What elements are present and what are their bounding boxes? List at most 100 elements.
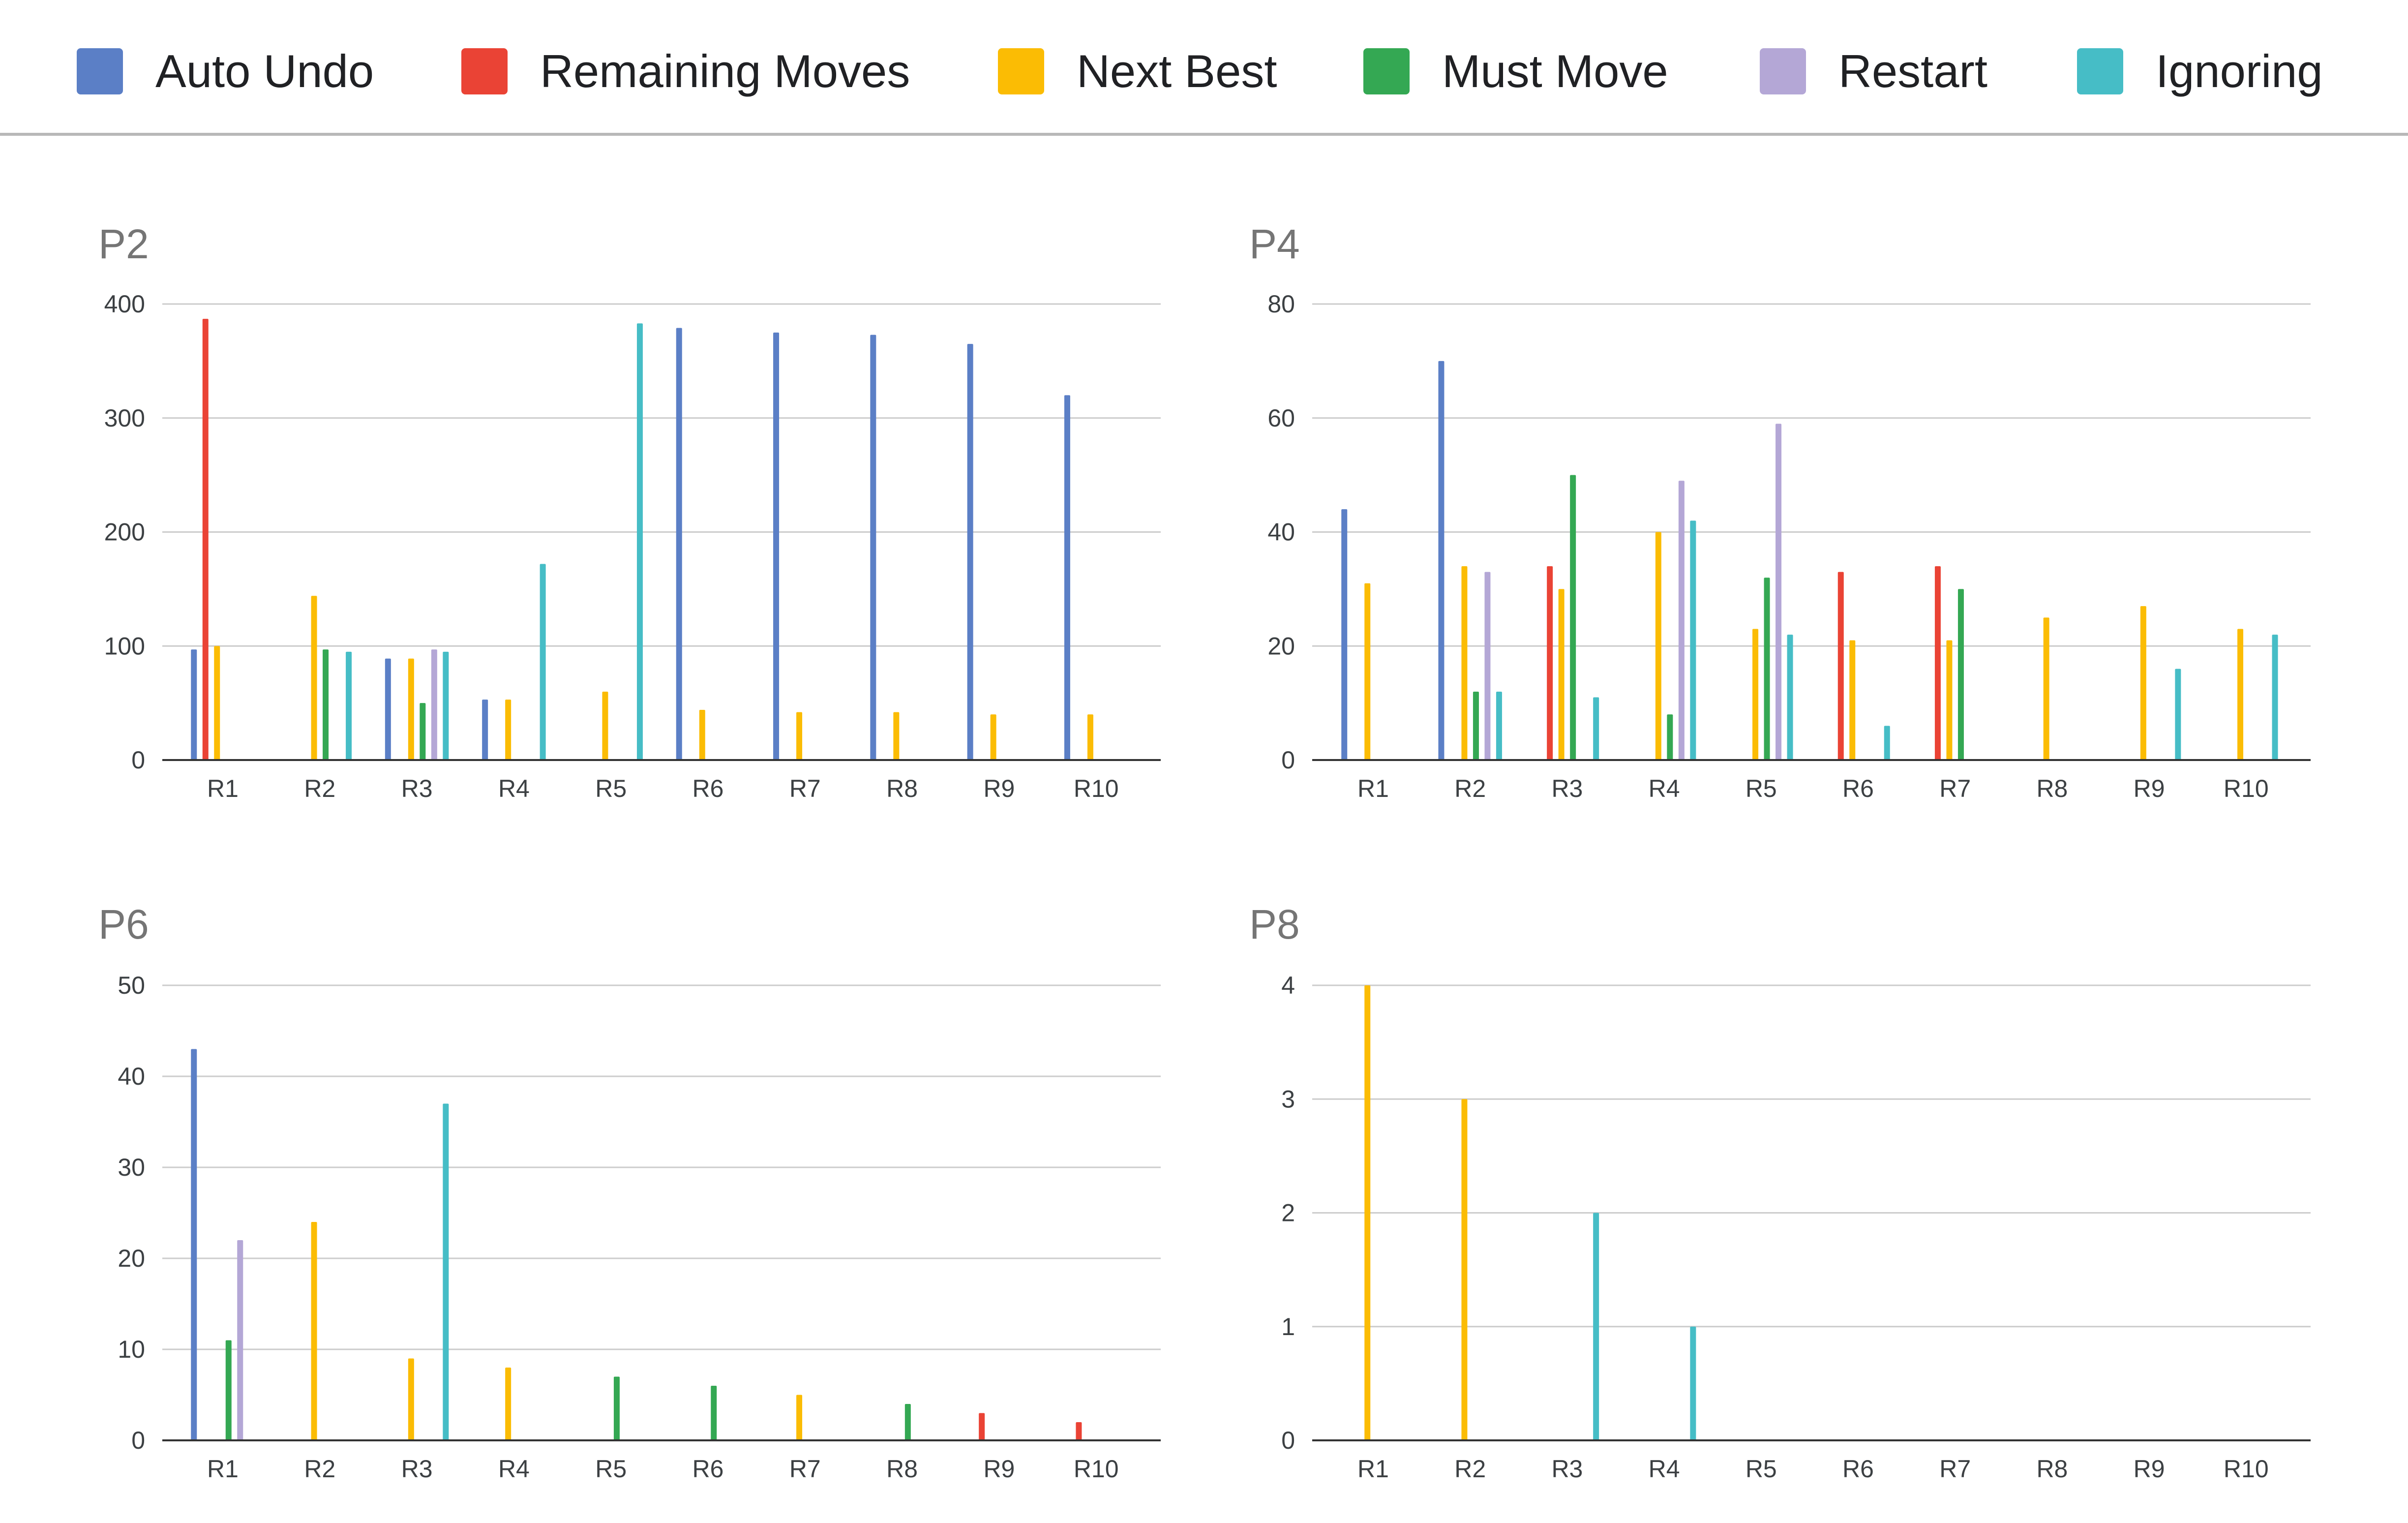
- bar-restart-r5: [1776, 424, 1782, 760]
- bar-next-best-r6: [1849, 640, 1856, 760]
- bar-must-move-r6: [711, 1386, 717, 1440]
- y-tick-label: 400: [104, 290, 145, 318]
- x-tick-label: R10: [1074, 775, 1119, 802]
- chart-title: P8: [1249, 901, 1300, 947]
- bar-next-best-r4: [505, 1368, 512, 1440]
- legend-label-remaining-moves: Remaining Moves: [540, 45, 910, 97]
- bar-ignoring-r10: [2272, 635, 2278, 760]
- bar-auto-undo-r1: [191, 1049, 197, 1440]
- y-tick-label: 40: [118, 1063, 145, 1090]
- bar-next-best-r1: [214, 646, 220, 760]
- bar-must-move-r8: [904, 1404, 911, 1440]
- legend-label-ignoring: Ignoring: [2156, 45, 2323, 97]
- x-tick-label: R4: [1649, 775, 1680, 802]
- bar-must-move-r5: [1764, 578, 1770, 760]
- bar-ignoring-r3: [443, 651, 449, 760]
- bar-next-best-r8: [2043, 617, 2049, 760]
- x-tick-label: R1: [1357, 1455, 1389, 1483]
- chart-title: P2: [98, 221, 149, 267]
- x-tick-label: R1: [207, 1455, 239, 1483]
- bar-next-best-r10: [2237, 629, 2244, 760]
- bar-ignoring-r3: [443, 1103, 449, 1440]
- bar-ignoring-r5: [636, 323, 643, 760]
- x-tick-label: R1: [207, 775, 239, 802]
- legend-item-next-best[interactable]: Next Best: [998, 44, 1277, 98]
- bar-next-best-r5: [602, 691, 608, 760]
- bar-next-best-r10: [1087, 714, 1093, 760]
- x-tick-label: R5: [1746, 775, 1777, 802]
- y-tick-label: 30: [118, 1154, 145, 1181]
- x-tick-label: R7: [1939, 1455, 1971, 1483]
- y-tick-label: 300: [104, 404, 145, 432]
- legend-item-auto-undo[interactable]: Auto Undo: [77, 44, 374, 98]
- y-tick-label: 200: [104, 518, 145, 546]
- x-tick-label: R10: [2224, 1455, 2269, 1483]
- x-tick-label: R3: [401, 775, 433, 802]
- bar-next-best-r1: [1364, 583, 1371, 760]
- x-tick-label: R8: [886, 1455, 918, 1483]
- bar-must-move-r3: [420, 703, 426, 760]
- x-tick-label: R8: [2036, 775, 2068, 802]
- legend-swatch-ignoring: [2077, 48, 2123, 94]
- x-tick-label: R3: [401, 1455, 433, 1483]
- y-tick-label: 2: [1281, 1199, 1295, 1227]
- bar-remaining-moves-r3: [1547, 566, 1553, 760]
- bar-next-best-r2: [311, 596, 317, 760]
- x-tick-label: R2: [304, 775, 335, 802]
- legend-label-auto-undo: Auto Undo: [155, 45, 374, 97]
- legend-item-must-move[interactable]: Must Move: [1363, 44, 1668, 98]
- legend-item-remaining-moves[interactable]: Remaining Moves: [461, 44, 910, 98]
- y-tick-label: 50: [118, 972, 145, 999]
- bar-ignoring-r4: [1690, 520, 1696, 760]
- bar-must-move-r2: [323, 649, 329, 760]
- x-tick-label: R2: [1454, 775, 1486, 802]
- x-tick-label: R9: [983, 775, 1015, 802]
- bar-remaining-moves-r1: [202, 319, 209, 760]
- bar-next-best-r4: [1655, 532, 1661, 760]
- bar-restart-r2: [1484, 572, 1491, 760]
- bar-next-best-r7: [796, 712, 803, 760]
- bar-next-best-r9: [990, 714, 996, 760]
- chart-panel-p6: P6 0 10 20 30 40 50 R1 R2 R3 R4 R5 R6 R7 R8 R9 R10: [98, 901, 1161, 1483]
- bar-ignoring-r9: [2175, 669, 2181, 760]
- chart-title: P4: [1249, 221, 1300, 267]
- x-tick-label: R9: [983, 1455, 1015, 1483]
- x-tick-label: R7: [789, 1455, 821, 1483]
- bar-ignoring-r3: [1593, 697, 1599, 760]
- legend-label-must-move: Must Move: [1442, 45, 1668, 97]
- bar-next-best-r5: [1752, 629, 1759, 760]
- bar-ignoring-r4: [1690, 1326, 1696, 1440]
- x-tick-label: R6: [1842, 1455, 1874, 1483]
- x-tick-label: R2: [304, 1455, 335, 1483]
- x-tick-label: R7: [789, 775, 821, 802]
- bar-next-best-r3: [408, 658, 414, 760]
- bar-must-move-r5: [613, 1376, 620, 1440]
- bar-restart-r4: [1678, 481, 1685, 760]
- chart-legend: Auto Undo Remaining Moves Next Best Must…: [0, 0, 2408, 136]
- y-tick-label: 0: [131, 746, 145, 774]
- bar-restart-r1: [237, 1240, 243, 1440]
- legend-item-restart[interactable]: Restart: [1760, 44, 1987, 98]
- bar-next-best-r2: [1461, 1099, 1468, 1440]
- legend-swatch-auto-undo: [77, 48, 123, 94]
- bar-auto-undo-r3: [385, 658, 391, 760]
- bar-next-best-r3: [1558, 589, 1565, 760]
- legend-swatch-restart: [1760, 48, 1806, 94]
- bar-auto-undo-r7: [773, 332, 780, 760]
- x-tick-label: R3: [1551, 1455, 1583, 1483]
- bar-next-best-r1: [1364, 985, 1371, 1440]
- x-tick-label: R4: [498, 1455, 530, 1483]
- x-tick-label: R10: [2224, 775, 2269, 802]
- x-tick-label: R7: [1939, 775, 1971, 802]
- y-tick-label: 100: [104, 632, 145, 660]
- x-tick-label: R6: [692, 775, 724, 802]
- bar-must-move-r4: [1667, 714, 1673, 760]
- bar-ignoring-r2: [346, 651, 352, 760]
- bar-restart-r3: [431, 649, 437, 760]
- legend-item-ignoring[interactable]: Ignoring: [2077, 44, 2323, 98]
- chart-panel-p4: P4 0 20 40 60 80 R1 R2 R3 R4 R5 R6 R7 R8 R9 R10: [1249, 221, 2311, 802]
- bar-auto-undo-r6: [676, 328, 682, 760]
- legend-label-restart: Restart: [1838, 45, 1987, 97]
- bar-remaining-moves-r9: [979, 1413, 985, 1440]
